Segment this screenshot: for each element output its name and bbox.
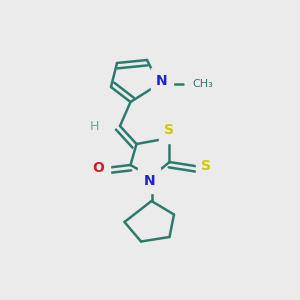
Text: S: S: [201, 160, 212, 173]
Text: O: O: [92, 161, 104, 175]
Text: N: N: [156, 74, 168, 88]
Text: S: S: [164, 124, 175, 137]
Text: N: N: [143, 174, 155, 188]
Text: CH₃: CH₃: [192, 79, 213, 89]
Text: H: H: [90, 119, 99, 133]
